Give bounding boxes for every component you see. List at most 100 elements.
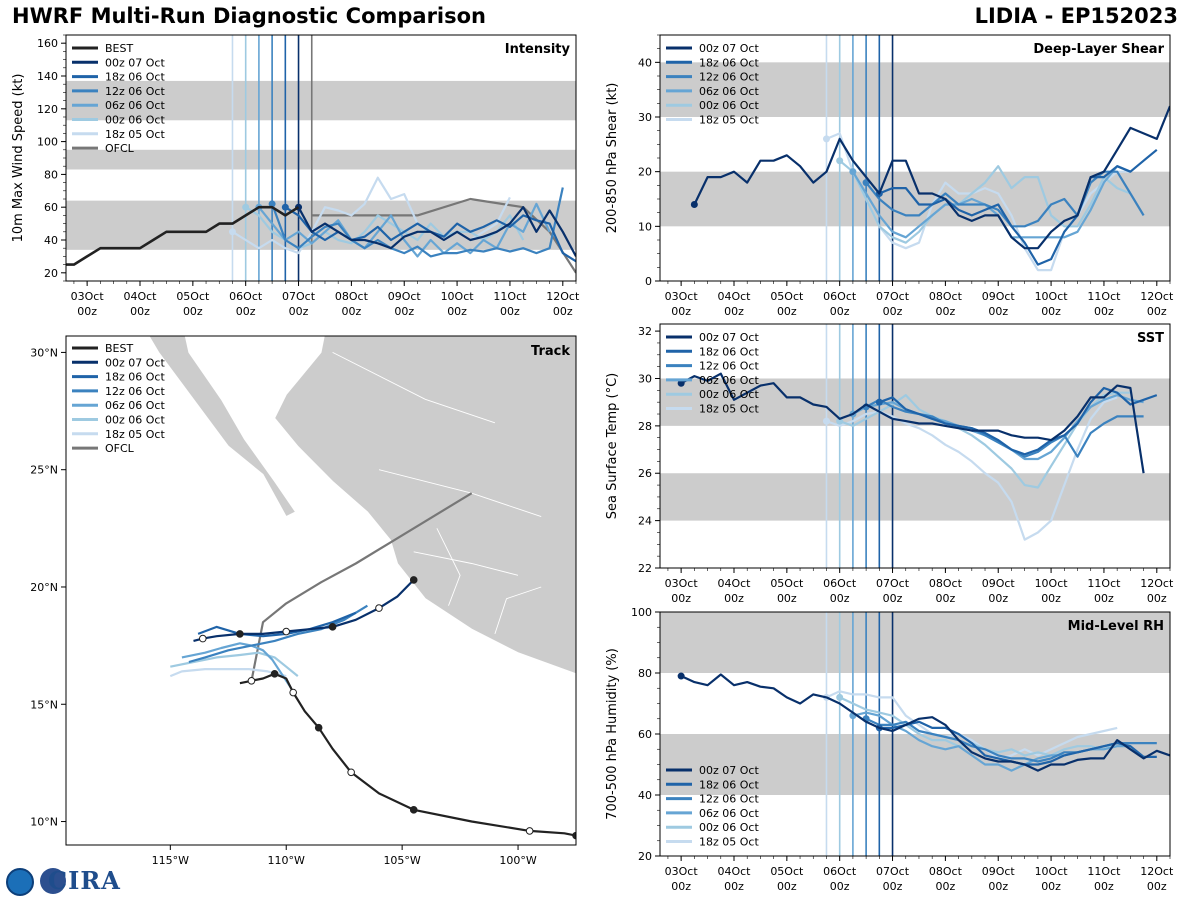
- y-tick-label: 40: [638, 789, 652, 802]
- track-position-marker: [328, 623, 337, 631]
- x-tick-label: 10Oct: [1035, 865, 1069, 878]
- x-tick-label: 06Oct: [823, 290, 857, 303]
- panel-title: Intensity: [505, 42, 571, 57]
- legend-label: BEST: [105, 342, 133, 355]
- panel-title: Deep-Layer Shear: [1033, 42, 1164, 57]
- init-point-marker: [822, 135, 830, 143]
- y-tick-label: 100: [37, 136, 58, 149]
- legend-label: 00z 06 Oct: [699, 388, 759, 401]
- x-tick-label: 04Oct: [717, 577, 751, 590]
- legend-label: OFCL: [105, 442, 135, 455]
- y-tick-label: 10°N: [30, 816, 58, 829]
- x-tick-label: 00z: [500, 305, 520, 318]
- legend-label: 00z 07 Oct: [699, 42, 759, 55]
- x-tick-label: 10Oct: [1035, 290, 1069, 303]
- track-position-marker: [289, 688, 297, 697]
- legend-label: 12z 06 Oct: [105, 85, 165, 98]
- x-tick-label: 11Oct: [1087, 865, 1121, 878]
- y-tick-label: 32: [638, 325, 652, 338]
- x-tick-label: 00z: [777, 880, 797, 893]
- x-tick-label: 00z: [777, 305, 797, 318]
- init-point-marker: [268, 200, 276, 208]
- mexico-landmass: [274, 336, 576, 675]
- x-tick-label: 10Oct: [1035, 577, 1069, 590]
- init-point-marker: [690, 200, 698, 208]
- init-point-marker: [836, 417, 844, 425]
- x-tick-label: 00z: [1041, 880, 1061, 893]
- x-tick-label: 00z: [130, 305, 150, 318]
- x-tick-label: 06Oct: [823, 577, 857, 590]
- threshold-band: [66, 149, 576, 170]
- state-border: [436, 528, 461, 606]
- series-line: [297, 206, 576, 257]
- panel-title: Mid-Level RH: [1068, 619, 1164, 634]
- init-point-marker: [677, 379, 685, 387]
- x-tick-label: 00z: [236, 305, 256, 318]
- x-tick-label: 00z: [394, 305, 414, 318]
- x-tick-label: 12Oct: [1140, 577, 1174, 590]
- track-line: [239, 672, 576, 837]
- x-tick-label: 00z: [883, 592, 903, 605]
- init-point-marker: [836, 157, 844, 165]
- x-tick-label: 09Oct: [982, 865, 1016, 878]
- page-title: HWRF Multi-Run Diagnostic Comparison: [12, 4, 487, 28]
- x-tick-label: 00z: [553, 305, 573, 318]
- y-tick-label: 140: [37, 70, 58, 83]
- x-tick-label: 03Oct: [665, 290, 699, 303]
- x-tick-label: 115°W: [152, 854, 189, 867]
- x-tick-label: 07Oct: [282, 290, 316, 303]
- x-tick-label: 03Oct: [665, 865, 699, 878]
- track-line: [250, 492, 473, 682]
- legend-label: 18z 06 Oct: [699, 56, 759, 69]
- x-tick-label: 00z: [935, 592, 955, 605]
- x-tick-label: 00z: [883, 305, 903, 318]
- x-tick-label: 12Oct: [1140, 290, 1174, 303]
- legend-label: 18z 05 Oct: [105, 128, 165, 141]
- legend-label: 00z 06 Oct: [699, 99, 759, 112]
- baja-landmass: [148, 336, 297, 518]
- x-tick-label: 105°W: [383, 854, 420, 867]
- y-tick-label: 20: [638, 850, 652, 863]
- init-point-marker: [822, 417, 830, 425]
- x-tick-label: 12Oct: [546, 290, 580, 303]
- x-tick-label: 00z: [289, 305, 309, 318]
- x-tick-label: 03Oct: [71, 290, 105, 303]
- cira-logo-text: CIRA: [48, 866, 121, 895]
- init-point-marker: [836, 693, 844, 701]
- y-axis-label: 700-500 hPa Humidity (%): [605, 648, 620, 820]
- x-tick-label: 08Oct: [929, 865, 963, 878]
- y-tick-label: 15°N: [30, 698, 58, 711]
- x-tick-label: 00z: [1041, 305, 1061, 318]
- panel-frame: [65, 335, 577, 846]
- legend-label: 12z 06 Oct: [699, 793, 759, 806]
- y-tick-label: 120: [37, 103, 58, 116]
- track-position-marker: [247, 677, 256, 685]
- track-line: [169, 667, 287, 678]
- y-tick-label: 20°N: [30, 581, 58, 594]
- x-tick-label: 00z: [988, 880, 1008, 893]
- x-tick-label: 11Oct: [1087, 577, 1121, 590]
- y-tick-label: 100: [631, 606, 652, 619]
- x-tick-label: 00z: [341, 305, 361, 318]
- legend-label: OFCL: [105, 142, 135, 155]
- x-tick-label: 07Oct: [876, 865, 910, 878]
- x-tick-label: 00z: [1147, 592, 1167, 605]
- legend-label: 00z 06 Oct: [699, 821, 759, 834]
- legend-label: 06z 06 Oct: [105, 399, 165, 412]
- x-tick-label: 00z: [1147, 305, 1167, 318]
- init-point-marker: [875, 398, 883, 406]
- x-tick-label: 06Oct: [823, 865, 857, 878]
- series-line: [311, 197, 576, 274]
- y-axis-label: 200-850 hPa Shear (kt): [605, 83, 620, 234]
- x-tick-label: 00z: [724, 592, 744, 605]
- series-line: [680, 372, 1145, 474]
- y-tick-label: 28: [638, 420, 652, 433]
- legend-label: 00z 07 Oct: [699, 764, 759, 777]
- series-line: [680, 673, 1170, 772]
- init-point-marker: [677, 672, 685, 680]
- x-tick-label: 00z: [77, 305, 97, 318]
- track-position-marker: [314, 723, 323, 732]
- x-tick-label: 00z: [830, 305, 850, 318]
- track-position-marker: [375, 604, 383, 612]
- legend-label: 18z 05 Oct: [699, 403, 759, 416]
